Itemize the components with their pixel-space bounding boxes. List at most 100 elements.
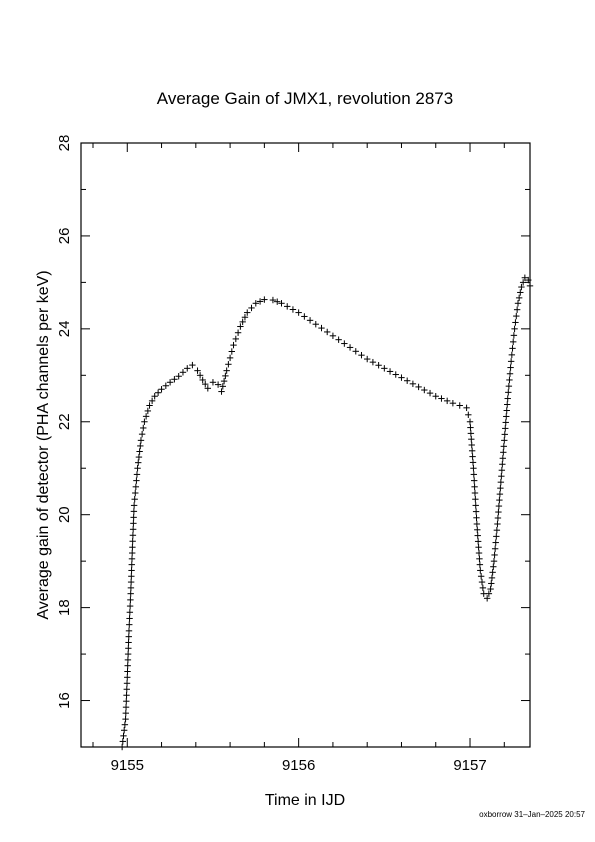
data-point xyxy=(473,520,481,528)
data-point xyxy=(443,397,451,405)
data-point xyxy=(124,650,132,658)
y-tick-label: 24 xyxy=(56,321,73,338)
data-point xyxy=(194,367,201,374)
data-point xyxy=(126,621,133,628)
data-point xyxy=(301,313,308,320)
data-point xyxy=(128,561,135,568)
data-point xyxy=(514,300,522,307)
data-point xyxy=(137,437,145,444)
data-point xyxy=(473,514,480,521)
data-point xyxy=(124,674,131,681)
data-point xyxy=(495,508,502,516)
data-point xyxy=(415,383,422,391)
data-point xyxy=(469,459,477,466)
y-tick-label: 20 xyxy=(56,506,73,523)
data-point xyxy=(127,596,134,604)
data-point xyxy=(274,298,281,305)
data-point xyxy=(491,545,499,552)
data-point xyxy=(136,448,143,455)
data-point xyxy=(134,465,141,472)
data-point xyxy=(504,401,511,408)
data-point xyxy=(234,329,242,336)
data-point xyxy=(510,338,517,346)
axis-tick-labels: 9155 9156 9157 16 18 20 22 24 26 28 xyxy=(56,135,487,774)
data-point xyxy=(123,692,130,699)
data-point xyxy=(306,317,314,324)
data-point xyxy=(219,383,227,390)
data-point xyxy=(312,321,319,328)
data-point xyxy=(485,590,493,597)
data-point xyxy=(230,341,237,349)
data-point xyxy=(421,386,428,394)
data-point xyxy=(490,557,498,565)
data-point xyxy=(499,455,507,462)
footer-timestamp: oxborrow 31–Jan–2025 20:57 xyxy=(479,810,585,819)
data-point xyxy=(497,484,504,492)
data-point xyxy=(469,453,476,460)
data-point xyxy=(130,508,138,515)
data-point xyxy=(515,294,523,302)
data-point xyxy=(488,580,495,587)
data-point xyxy=(496,490,504,498)
data-point xyxy=(133,471,141,478)
data-point xyxy=(222,372,229,380)
data-point xyxy=(228,348,236,355)
data-point xyxy=(478,578,486,586)
data-point xyxy=(492,539,499,546)
data-point xyxy=(256,298,264,305)
data-point xyxy=(237,323,244,330)
data-point xyxy=(225,361,232,368)
data-point xyxy=(324,328,331,336)
data-point xyxy=(479,584,487,592)
data-point xyxy=(381,365,388,372)
data-point xyxy=(506,376,513,384)
data-point xyxy=(199,376,206,384)
axis-ticks xyxy=(81,142,530,748)
data-point xyxy=(135,453,143,461)
data-point xyxy=(471,477,478,484)
data-point xyxy=(496,496,503,504)
data-point xyxy=(508,351,516,359)
data-point xyxy=(467,424,474,431)
data-point xyxy=(120,732,127,740)
data-point xyxy=(125,645,132,652)
data-point xyxy=(475,549,483,557)
data-point xyxy=(375,362,382,369)
chart-title: Average Gain of JMX1, revolution 2873 xyxy=(157,89,453,108)
data-point xyxy=(498,467,506,474)
data-point xyxy=(184,365,191,372)
data-point xyxy=(456,402,463,409)
data-point xyxy=(432,393,439,400)
data-point xyxy=(209,379,217,386)
data-point xyxy=(470,471,478,478)
data-point xyxy=(158,386,165,393)
data-point xyxy=(463,404,470,412)
data-point xyxy=(289,306,297,313)
data-point xyxy=(120,727,128,734)
plot-frame xyxy=(80,142,531,748)
data-point xyxy=(125,639,132,646)
data-point xyxy=(269,296,277,304)
x-axis-label: Time in IJD xyxy=(265,792,345,809)
data-point xyxy=(498,472,505,480)
data-point xyxy=(138,430,146,438)
data-point xyxy=(126,602,134,610)
data-point xyxy=(189,361,196,369)
data-point xyxy=(502,419,509,426)
data-point xyxy=(518,283,525,291)
data-point xyxy=(403,377,411,384)
data-point xyxy=(141,418,148,425)
y-tick-label: 16 xyxy=(56,692,73,709)
x-tick-label: 9155 xyxy=(111,757,144,774)
x-tick-label: 9157 xyxy=(453,757,486,774)
data-point xyxy=(129,526,137,533)
data-point xyxy=(329,332,337,340)
data-point xyxy=(512,319,519,326)
data-point xyxy=(196,372,204,379)
data-point xyxy=(151,393,158,400)
data-point xyxy=(500,449,507,456)
data-point xyxy=(505,382,513,390)
data-point xyxy=(507,364,514,371)
data-point xyxy=(144,407,152,415)
